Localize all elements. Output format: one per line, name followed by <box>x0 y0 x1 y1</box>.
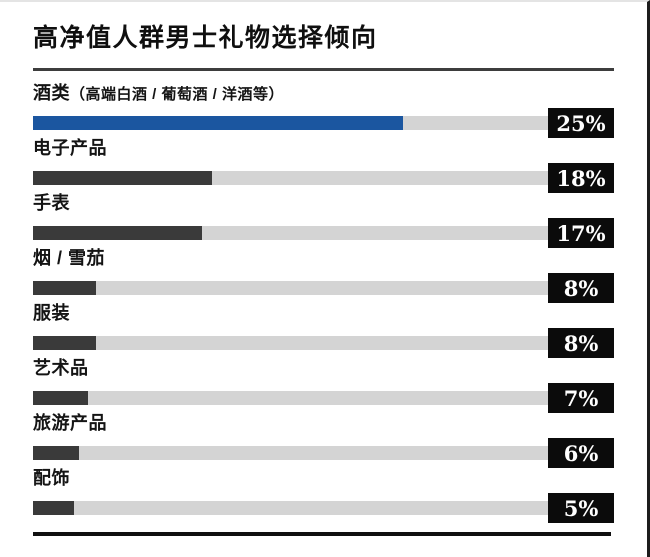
bar-line: 7% <box>33 383 614 413</box>
bar-row: 烟 / 雪茄 8% <box>33 248 614 303</box>
bar-fill <box>33 391 89 405</box>
category-label-main: 电子产品 <box>33 138 107 158</box>
category-label-main: 配饰 <box>33 468 70 488</box>
value-badge: 25% <box>548 108 614 138</box>
bar-track <box>33 336 614 350</box>
bottom-divider <box>33 532 611 536</box>
category-label-main: 艺术品 <box>33 358 89 378</box>
value-badge: 17% <box>548 218 614 248</box>
bar-track <box>33 391 614 405</box>
category-label: 酒类（高端白酒 / 葡萄酒 / 洋酒等） <box>33 83 614 105</box>
title-divider <box>33 68 614 71</box>
category-label: 艺术品 <box>33 358 614 380</box>
category-label-main: 烟 / 雪茄 <box>33 248 106 268</box>
bar-row: 电子产品 18% <box>33 138 614 193</box>
bar-line: 8% <box>33 328 614 358</box>
bar-line: 8% <box>33 273 614 303</box>
bar-track <box>33 281 614 295</box>
bar-track <box>33 446 614 460</box>
bar-row: 酒类（高端白酒 / 葡萄酒 / 洋酒等） 25% <box>33 83 614 138</box>
category-label-sub: （高端白酒 / 葡萄酒 / 洋酒等） <box>70 86 285 103</box>
category-label-main: 服装 <box>33 303 70 323</box>
page-title: 高净值人群男士礼物选择倾向 <box>33 24 378 52</box>
bar-row: 配饰 5% <box>33 468 614 523</box>
bar-row: 旅游产品 6% <box>33 413 614 468</box>
category-label: 旅游产品 <box>33 413 614 435</box>
bar-fill <box>33 501 74 515</box>
bar-line: 18% <box>33 163 614 193</box>
category-label: 配饰 <box>33 468 614 490</box>
category-label-main: 旅游产品 <box>33 413 107 433</box>
value-badge: 18% <box>548 163 614 193</box>
value-badge: 5% <box>548 493 614 523</box>
bar-fill <box>33 171 212 185</box>
category-label-main: 手表 <box>33 193 70 213</box>
bar-chart: 酒类（高端白酒 / 葡萄酒 / 洋酒等） 25% 电子产品 18% 手表 17%… <box>33 83 614 523</box>
bar-line: 25% <box>33 108 614 138</box>
bar-line: 17% <box>33 218 614 248</box>
bar-fill <box>33 281 96 295</box>
bar-fill <box>33 116 404 130</box>
category-label: 服装 <box>33 303 614 325</box>
bar-row: 服装 8% <box>33 303 614 358</box>
bar-fill <box>33 226 203 240</box>
bar-row: 手表 17% <box>33 193 614 248</box>
category-label: 手表 <box>33 193 614 215</box>
bar-row: 艺术品 7% <box>33 358 614 413</box>
bar-line: 5% <box>33 493 614 523</box>
bar-fill <box>33 336 96 350</box>
category-label: 烟 / 雪茄 <box>33 248 614 270</box>
value-badge: 8% <box>548 273 614 303</box>
value-badge: 8% <box>548 328 614 358</box>
category-label: 电子产品 <box>33 138 614 160</box>
bar-track <box>33 501 614 515</box>
bar-fill <box>33 446 80 460</box>
bar-line: 6% <box>33 438 614 468</box>
category-label-main: 酒类 <box>33 83 70 103</box>
value-badge: 6% <box>548 438 614 468</box>
value-badge: 7% <box>548 383 614 413</box>
